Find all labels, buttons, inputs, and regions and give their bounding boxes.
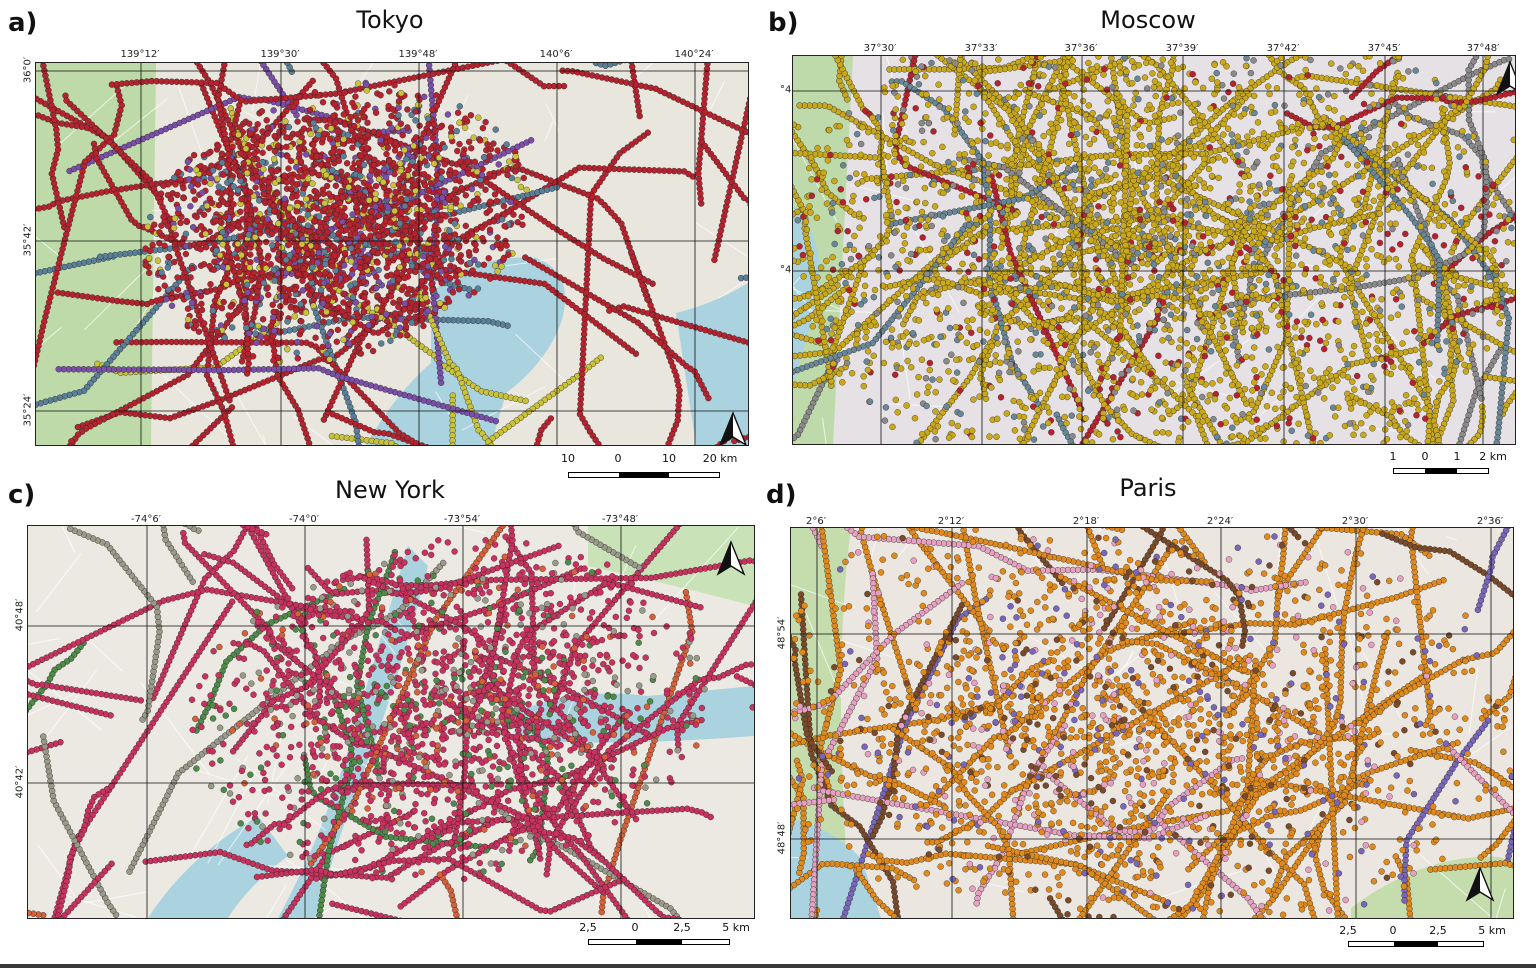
lon-label: 139°48′: [398, 49, 437, 60]
scale-bar-graphic: [588, 939, 730, 945]
scale-bar-paris: 2,5 0 2,5 5 km: [1339, 924, 1506, 954]
lon-label: 37°30′: [864, 43, 897, 54]
graticule: [793, 56, 1515, 444]
trajectory-points: [28, 526, 754, 918]
scale-bar-graphic: [568, 472, 720, 478]
lat-label: 48°48′: [777, 822, 788, 855]
lon-label: 2°18′: [1073, 516, 1099, 527]
lon-label: 2°30′: [1342, 516, 1368, 527]
scale-label: 10: [662, 452, 676, 465]
lon-label: 140°24′: [674, 49, 713, 60]
scale-bar-graphic: [1393, 468, 1489, 474]
scale-bar-moscow: 1 0 1 2 km: [1390, 450, 1507, 480]
trajectory-points: [791, 528, 1513, 918]
lon-label: -73°54′: [444, 514, 480, 525]
lon-label: 139°30′: [260, 49, 299, 60]
scale-label: 2,5: [579, 921, 597, 934]
lon-label: 2°6′: [806, 516, 826, 527]
map-canvas-moscow: [793, 56, 1515, 444]
lon-label: 37°39′: [1166, 43, 1199, 54]
lon-label: 37°42′: [1267, 43, 1300, 54]
lat-label: °45′: [780, 265, 800, 276]
lon-label: 37°36′: [1065, 43, 1098, 54]
trajectory-points: [36, 63, 748, 445]
panel-title-moscow: Moscow: [1048, 6, 1248, 34]
panel-letter-d: d): [766, 480, 797, 510]
lon-label: 139°12′: [120, 49, 159, 60]
scale-label: 5 km: [722, 921, 750, 934]
scale-label: 0: [615, 452, 622, 465]
panel-title-tokyo: Tokyo: [290, 6, 490, 34]
scale-label: 2 km: [1479, 450, 1507, 463]
scale-label: 20 km: [703, 452, 738, 465]
scale-label: 5 km: [1478, 924, 1506, 937]
map-new-york[interactable]: [27, 525, 755, 919]
scale-label: 0: [1422, 450, 1429, 463]
lon-label: 37°33′: [965, 43, 998, 54]
lon-label: 2°12′: [938, 516, 964, 527]
scale-label: 2,5: [1429, 924, 1447, 937]
lat-label: 48°54′: [777, 617, 788, 650]
scale-bar-new-york: 2,5 0 2,5 5 km: [579, 921, 750, 951]
scale-bar-tokyo: 10 0 10 20 km: [561, 452, 737, 482]
map-canvas-paris: [791, 528, 1513, 918]
scale-label: 0: [1390, 924, 1397, 937]
lon-label: -73°48′: [602, 514, 638, 525]
lon-label: -74°0′: [289, 514, 319, 525]
panel-letter-c: c): [8, 480, 35, 510]
graticule: [791, 528, 1513, 918]
lon-label: 37°45′: [1368, 43, 1401, 54]
north-arrow-icon: [719, 411, 747, 445]
panel-title-paris: Paris: [1048, 474, 1248, 502]
lat-label: 36°0′: [23, 57, 34, 83]
map-canvas-tokyo: [36, 63, 748, 445]
lat-label: 35°24′: [23, 394, 34, 427]
map-tokyo[interactable]: [35, 62, 749, 446]
graticule: [36, 63, 748, 445]
map-moscow[interactable]: [792, 55, 1516, 445]
lon-label: 2°36′: [1477, 516, 1503, 527]
graticule: [28, 526, 754, 918]
park-area: [791, 528, 1513, 918]
scale-bar-graphic: [1348, 941, 1484, 947]
lon-label: 2°24′: [1207, 516, 1233, 527]
panel-letter-a: a): [8, 8, 37, 38]
north-arrow-icon: [1465, 866, 1495, 902]
bottom-divider: [0, 964, 1536, 968]
scale-label: 1: [1454, 450, 1461, 463]
north-arrow-icon: [716, 540, 746, 576]
lat-label: 35°42′: [23, 224, 34, 257]
lat-label: 40°42′: [15, 766, 26, 799]
panel-letter-b: b): [768, 8, 799, 38]
north-arrow-icon: [1495, 60, 1515, 96]
lat-label: 40°48′: [15, 599, 26, 632]
lon-label: -74°6′: [131, 514, 161, 525]
panel-title-new-york: New York: [290, 476, 490, 504]
scale-label: 2,5: [1339, 924, 1357, 937]
scale-label: 0: [632, 921, 639, 934]
scale-label: 10: [561, 452, 575, 465]
map-canvas-new-york: [28, 526, 754, 918]
water-body: [366, 257, 748, 445]
lat-label: °48′: [780, 85, 800, 96]
lon-label: 37°48′: [1467, 43, 1500, 54]
map-paris[interactable]: [790, 527, 1514, 919]
scale-label: 2,5: [673, 921, 691, 934]
lon-label: 140°6′: [540, 49, 573, 60]
scale-label: 1: [1390, 450, 1397, 463]
park-area: [588, 526, 754, 606]
